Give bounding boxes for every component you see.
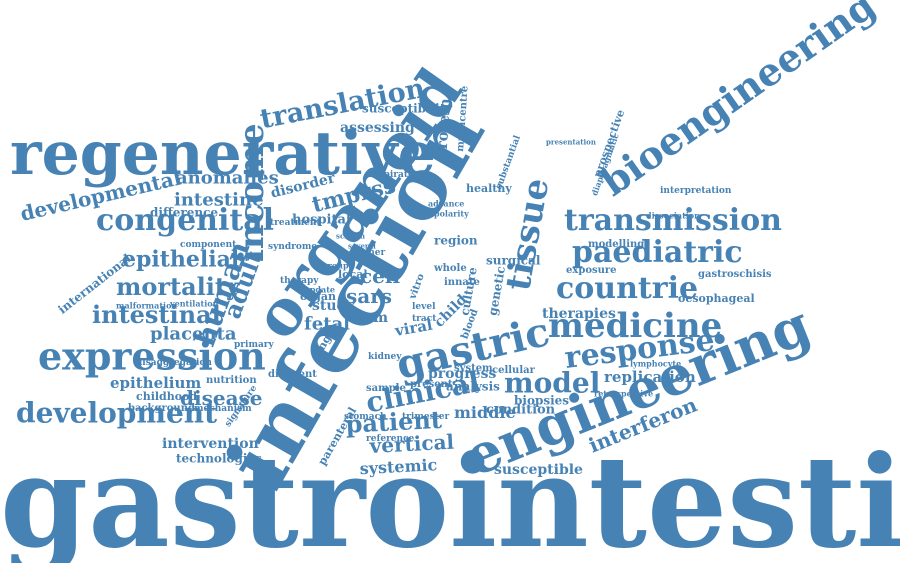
cloud-word: lymphocyte <box>630 358 682 369</box>
cloud-word: interpretation <box>660 185 732 196</box>
cloud-word: placenta <box>150 323 237 345</box>
cloud-word: dissociation <box>646 210 700 221</box>
cloud-word: biopsies <box>514 393 570 408</box>
cloud-word: intervention <box>162 435 259 452</box>
cloud-word: condition <box>486 402 556 418</box>
cloud-word: background <box>128 403 195 414</box>
cloud-word: modelling <box>588 239 645 250</box>
cloud-word: malformation <box>116 300 178 311</box>
cloud-word: middle <box>454 403 516 423</box>
cloud-word: healthy <box>466 182 512 196</box>
cloud-word: system <box>454 363 493 374</box>
cloud-word: technologies <box>176 451 262 466</box>
cloud-word: anomalies <box>176 167 279 189</box>
cloud-word: sample <box>366 383 406 394</box>
cloud-word: gastroschisis <box>698 269 772 280</box>
cloud-word: systemic <box>359 455 438 479</box>
cloud-word: epithelium <box>110 374 202 392</box>
cloud-word: hospital <box>292 212 351 228</box>
cloud-word: expression <box>38 333 266 379</box>
cloud-word: susceptibility <box>362 101 453 116</box>
cloud-word: congenital <box>96 203 275 238</box>
cloud-word: organ <box>300 290 336 304</box>
cloud-word: presentation <box>546 137 596 147</box>
cloud-word: oesophageal <box>678 292 755 306</box>
cloud-word: surgical <box>486 253 541 268</box>
cloud-word: countrie <box>556 271 699 306</box>
cloud-word: level <box>412 301 436 312</box>
cloud-word: replication <box>604 368 696 386</box>
cloud-word: nutrition <box>206 375 257 386</box>
cloud-word: analysis <box>446 379 500 394</box>
cloud-word: higher <box>352 247 386 258</box>
cloud-word: different <box>268 369 317 380</box>
cloud-word: kidney <box>368 351 402 362</box>
cloud-word: region <box>434 233 478 248</box>
cloud-word: trimester <box>402 411 450 422</box>
cloud-word: genetic <box>485 265 508 317</box>
cloud-word: epithelial <box>122 246 240 273</box>
cloud-word: whole <box>434 263 467 274</box>
cloud-word: development <box>16 396 218 430</box>
cloud-word: regenerative <box>10 119 436 189</box>
cloud-word: scratch <box>336 231 366 241</box>
cloud-word: syndrome <box>268 241 318 252</box>
cloud-word: therapy <box>280 275 319 286</box>
cloud-word: cellular <box>492 365 535 376</box>
cloud-word: stomach <box>344 411 387 422</box>
cloud-word: gastrointestinal <box>0 428 900 563</box>
cloud-word: bioengineering <box>592 0 884 205</box>
cloud-word: advance <box>428 198 465 209</box>
cloud-word: childhood <box>136 390 198 404</box>
cloud-word: exposure <box>566 265 617 276</box>
cloud-word: intestine <box>174 189 264 211</box>
cloud-word: respiratory <box>368 169 424 180</box>
cloud-word: retrospective <box>594 388 654 399</box>
cloud-word: primary <box>234 339 274 350</box>
cloud-word: paediatric <box>572 235 743 270</box>
cloud-word: assessing <box>340 119 415 136</box>
cloud-word: update <box>304 284 335 295</box>
cloud-word: polarity <box>434 208 469 219</box>
cloud-word: disaggregation <box>136 357 212 368</box>
cloud-word: sars <box>346 284 393 308</box>
cloud-word: cell <box>360 264 401 288</box>
cloud-word: medicine <box>548 305 723 346</box>
cloud-word: difference <box>150 205 219 220</box>
cloud-word: model <box>504 366 601 400</box>
cloud-word: mechanism <box>194 403 252 414</box>
cloud-word: transmission <box>564 203 782 238</box>
cloud-word: progress <box>428 365 497 382</box>
cloud-word: disease <box>180 386 263 410</box>
cloud-word: group <box>322 260 349 271</box>
cloud-word: several <box>348 241 376 251</box>
cloud-word: mortality <box>116 271 240 301</box>
cloud-word: innate <box>444 277 480 288</box>
cloud-word: study <box>312 297 355 314</box>
cloud-word: local <box>338 268 368 282</box>
cloud-word: treatment <box>270 217 321 228</box>
cloud-word: susceptible <box>494 461 583 478</box>
cloud-word: tract <box>412 313 437 324</box>
cloud-word: therapies <box>542 305 616 322</box>
cloud-word: component <box>180 239 237 250</box>
cloud-word: stem <box>350 309 389 326</box>
cloud-word: present <box>410 379 453 390</box>
cloud-word: ventilation <box>170 298 219 309</box>
cloud-word: intestinal <box>92 299 221 329</box>
cloud-word: reference <box>366 433 415 444</box>
cloud-word: fetal <box>304 313 351 335</box>
